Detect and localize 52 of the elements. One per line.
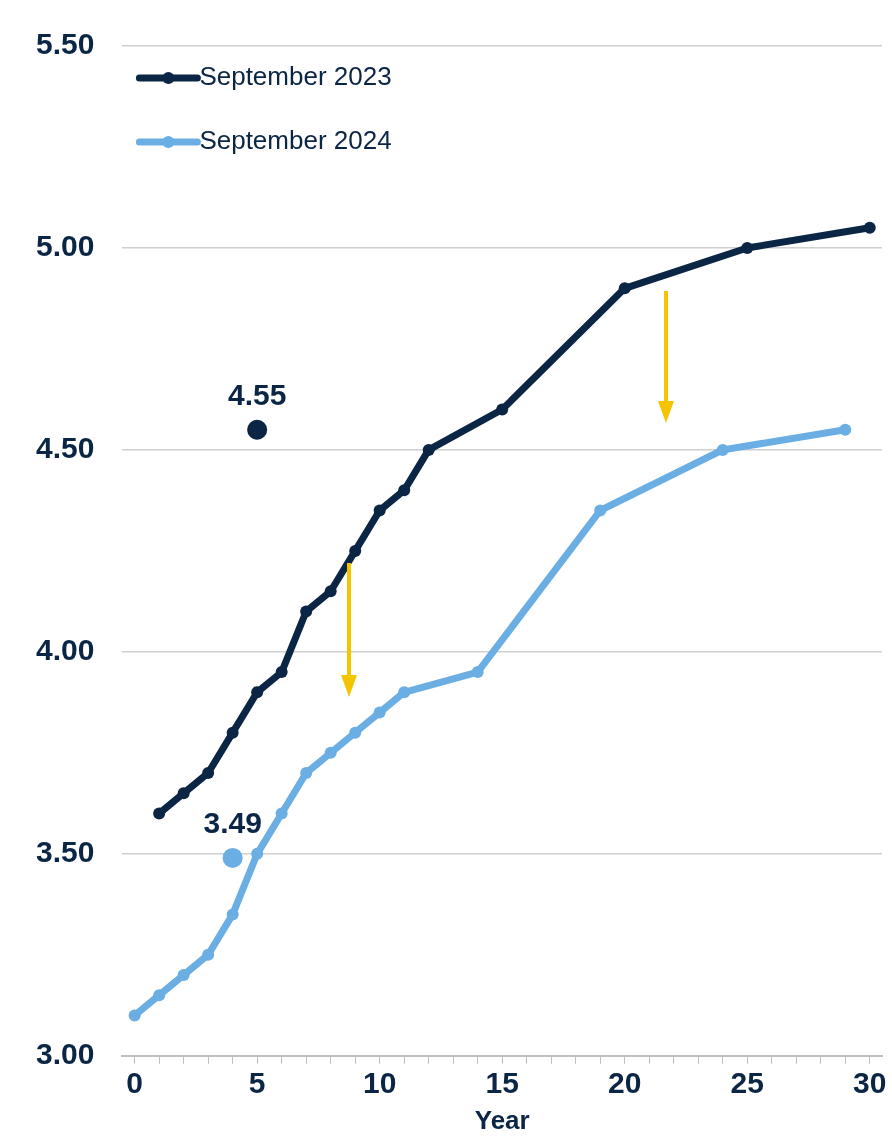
y-tick-label: 3.50 bbox=[36, 835, 95, 869]
point bbox=[226, 726, 239, 739]
point bbox=[349, 726, 362, 739]
point bbox=[349, 544, 362, 557]
point bbox=[716, 443, 729, 456]
point bbox=[177, 787, 190, 800]
y-tick-label: 4.50 bbox=[36, 431, 95, 465]
point bbox=[594, 504, 607, 517]
x-tick-label: 0 bbox=[126, 1066, 143, 1100]
point bbox=[373, 504, 386, 517]
point bbox=[324, 585, 337, 598]
point bbox=[128, 1009, 141, 1022]
point bbox=[251, 847, 264, 860]
point bbox=[863, 221, 876, 234]
point bbox=[741, 241, 754, 254]
point bbox=[202, 767, 215, 780]
data-label: 3.49 bbox=[203, 806, 262, 840]
point bbox=[324, 746, 337, 759]
x-tick-label: 10 bbox=[362, 1066, 397, 1100]
point bbox=[222, 847, 243, 868]
point bbox=[398, 686, 411, 699]
x-tick-label: 30 bbox=[853, 1066, 887, 1100]
y-tick-label: 3.00 bbox=[36, 1037, 95, 1071]
point bbox=[251, 686, 264, 699]
point bbox=[153, 807, 166, 820]
y-tick-label: 5.50 bbox=[36, 27, 95, 61]
point bbox=[275, 666, 288, 679]
x-tick-label: 20 bbox=[608, 1066, 642, 1100]
point bbox=[300, 767, 313, 780]
point bbox=[275, 807, 288, 820]
legend-label: September 2023 bbox=[199, 61, 392, 92]
point bbox=[471, 666, 484, 679]
point bbox=[226, 908, 239, 921]
point bbox=[398, 484, 411, 497]
point bbox=[373, 706, 386, 719]
legend-label: September 2024 bbox=[199, 125, 392, 156]
point bbox=[300, 605, 313, 618]
point bbox=[618, 282, 631, 295]
point bbox=[839, 423, 852, 436]
point bbox=[153, 989, 166, 1002]
x-tick-label: 15 bbox=[485, 1066, 519, 1100]
data-label: 4.55 bbox=[227, 377, 287, 411]
x-tick-label: 25 bbox=[730, 1066, 764, 1100]
y-tick-label: 5.00 bbox=[36, 229, 95, 263]
point bbox=[202, 948, 215, 961]
y-tick-label: 4.00 bbox=[36, 633, 95, 667]
x-axis-title: Year bbox=[474, 1104, 530, 1135]
point bbox=[247, 419, 268, 440]
point bbox=[177, 969, 190, 982]
x-tick-label: 5 bbox=[248, 1066, 266, 1100]
point bbox=[496, 403, 509, 416]
point bbox=[422, 443, 435, 456]
